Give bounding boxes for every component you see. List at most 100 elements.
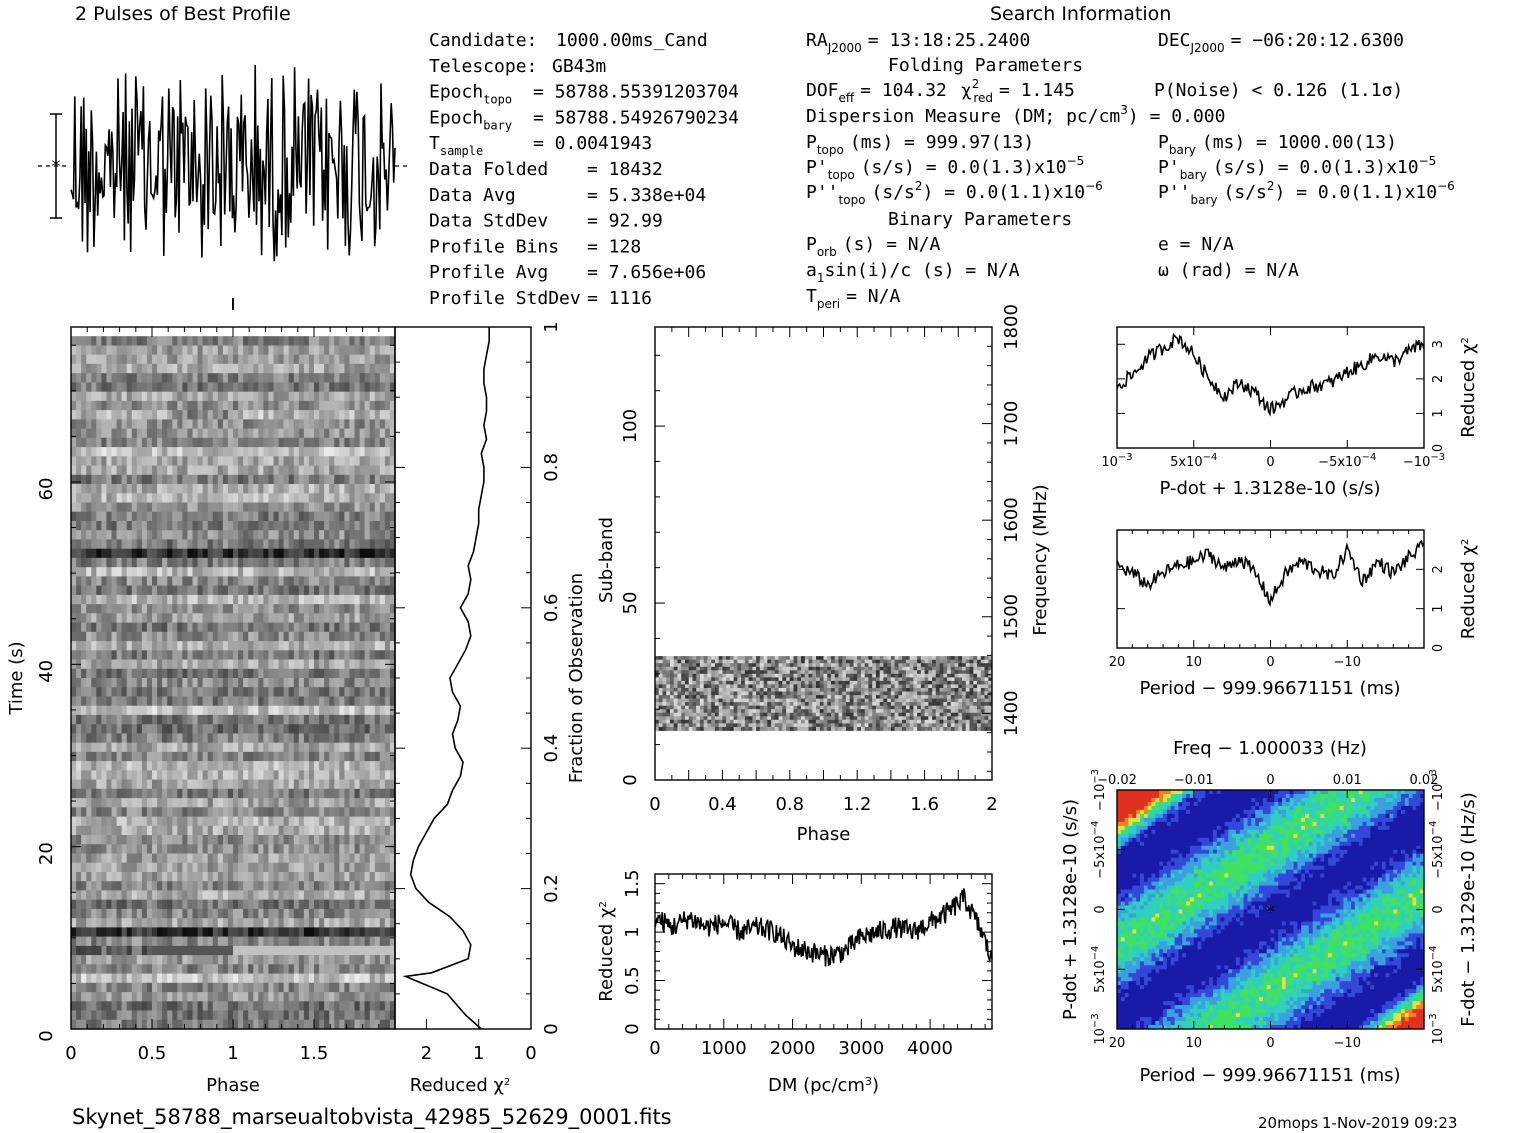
- heat-cell: [116, 862, 123, 873]
- heat-cell: [146, 336, 153, 346]
- heat-cell: [136, 474, 143, 485]
- heat-cell: [329, 391, 335, 402]
- heat-cell: [152, 437, 158, 448]
- heat-cell: [354, 502, 361, 513]
- heat-cell: [96, 1019, 102, 1030]
- heat-cell: [146, 1010, 153, 1021]
- heat-cell: [329, 936, 335, 947]
- heat-cell: [76, 761, 82, 771]
- heat-cell: [273, 816, 280, 827]
- heat-cell: [197, 881, 204, 891]
- heat-cell: [298, 428, 305, 439]
- heat-cell: [227, 373, 234, 383]
- heat-cell: [202, 955, 209, 965]
- heat-cell: [86, 557, 92, 568]
- heat-cell: [136, 327, 143, 337]
- heat-cell: [248, 345, 254, 356]
- heat-cell: [162, 373, 168, 383]
- heat-cell: [222, 391, 229, 402]
- heat-cell: [349, 1001, 356, 1012]
- heat-cell: [384, 382, 391, 393]
- heat-cell: [339, 945, 345, 956]
- heat-cell: [76, 567, 82, 577]
- heat-cell: [283, 363, 290, 374]
- heat-cell: [187, 474, 194, 485]
- heat-cell: [293, 622, 300, 633]
- heat-cell: [319, 982, 325, 993]
- heat-cell: [152, 742, 158, 753]
- heat-cell: [314, 779, 320, 790]
- heat-cell: [389, 336, 396, 346]
- heat-cell: [339, 835, 345, 845]
- heat-cell: [253, 733, 259, 744]
- heat-cell: [222, 816, 229, 827]
- heat-cell: [182, 668, 189, 679]
- heat-cell: [278, 862, 285, 873]
- heat-cell: [227, 751, 234, 762]
- heat-cell: [136, 992, 143, 1002]
- heat-cell: [364, 742, 371, 753]
- heat-cell: [253, 714, 259, 725]
- heat-cell: [106, 964, 113, 975]
- heat-cell: [222, 456, 229, 467]
- heat-cell: [379, 456, 386, 467]
- heat-cell: [217, 973, 224, 984]
- heat-cell: [319, 872, 325, 882]
- heat-cell: [111, 927, 118, 938]
- heat-cell: [131, 705, 138, 716]
- heat-cell: [359, 927, 366, 938]
- heat-cell: [141, 474, 148, 485]
- heat-cell: [157, 825, 163, 836]
- heat-cell: [349, 881, 356, 891]
- heat-cell: [146, 899, 153, 910]
- heat-cell: [303, 447, 310, 457]
- heat-cell: [152, 955, 158, 965]
- heat-cell: [172, 585, 178, 596]
- heat-cell: [349, 1019, 356, 1030]
- heat-cell: [308, 345, 315, 356]
- pddbary-value2: ) = 0.0(1.1)x10: [1275, 182, 1438, 203]
- heat-cell: [268, 742, 275, 753]
- heat-cell: [359, 825, 366, 836]
- heat-cell: [344, 484, 351, 494]
- heat-cell: [268, 945, 275, 956]
- heat-cell: [233, 798, 239, 808]
- heat-cell: [187, 1010, 194, 1021]
- heat-cell: [141, 927, 148, 938]
- heat-cell: [126, 354, 133, 365]
- heat-cell: [91, 557, 97, 568]
- heat-cell: [384, 678, 391, 688]
- heat-cell: [379, 955, 386, 965]
- heat-cell: [278, 511, 285, 522]
- heat-cell: [222, 678, 229, 688]
- heat-cell: [141, 511, 148, 522]
- heat-cell: [258, 400, 264, 411]
- heat-cell: [207, 456, 214, 467]
- heat-cell: [126, 816, 133, 827]
- heat-cell: [349, 511, 356, 522]
- heat-cell: [81, 705, 87, 716]
- heat-cell: [293, 788, 300, 799]
- heat-cell: [268, 992, 275, 1002]
- heat-cell: [136, 964, 143, 975]
- heat-cell: [182, 391, 189, 402]
- heat-cell: [319, 705, 325, 716]
- heat-cell: [263, 594, 270, 605]
- dof-label: DOF: [806, 80, 839, 101]
- heat-cell: [187, 927, 194, 938]
- heat-cell: [243, 881, 249, 891]
- heat-cell: [86, 742, 92, 753]
- heat-cell: [364, 382, 371, 393]
- heat-cell: [197, 798, 204, 808]
- heat-cell: [106, 733, 113, 744]
- heat-cell: [116, 733, 123, 744]
- heat-cell: [81, 539, 87, 550]
- heat-cell: [81, 770, 87, 781]
- heat-cell: [192, 437, 199, 448]
- info-row: Data Avg: [429, 185, 516, 206]
- heat-cell: [344, 502, 351, 513]
- heat-cell: [374, 1010, 381, 1021]
- heat-cell: [359, 382, 366, 393]
- heat-cell: [359, 474, 366, 485]
- heat-cell: [248, 678, 254, 688]
